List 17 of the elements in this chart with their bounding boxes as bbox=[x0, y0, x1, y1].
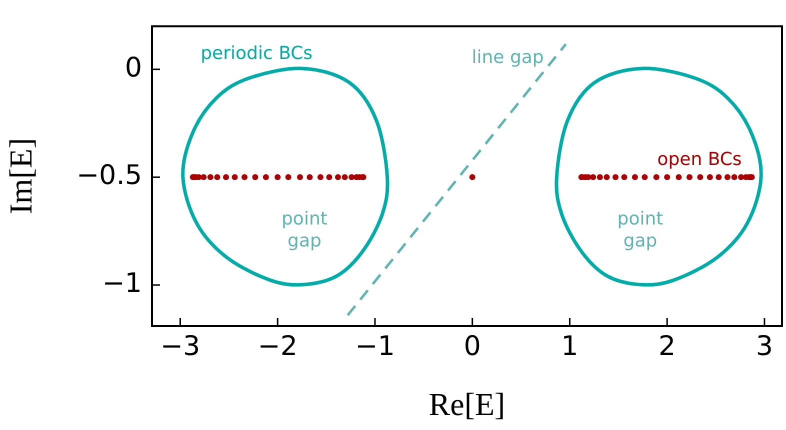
x-tick-label: 2 bbox=[658, 331, 676, 362]
x-tick-label: 0 bbox=[464, 331, 481, 362]
x-tick-label: −3 bbox=[160, 331, 200, 362]
x-axis-title: Re[E] bbox=[428, 386, 506, 422]
y-tick-label: −1 bbox=[102, 268, 142, 300]
x-tick-label: 1 bbox=[561, 331, 578, 362]
x-tick-label: 3 bbox=[756, 331, 774, 362]
annotation: point gap bbox=[617, 208, 664, 252]
annotation: point gap bbox=[282, 208, 328, 252]
x-tick-label: −1 bbox=[355, 331, 395, 362]
y-tick-label: 0 bbox=[124, 52, 142, 84]
annotation: periodic BCs bbox=[200, 43, 313, 64]
series-label: line gap bbox=[472, 46, 544, 68]
y-axis-title: Im[E] bbox=[2, 138, 39, 214]
x-tick-label: −2 bbox=[258, 331, 298, 362]
series-label: open BCs bbox=[657, 148, 742, 170]
y-tick-label: −0.5 bbox=[76, 160, 142, 192]
